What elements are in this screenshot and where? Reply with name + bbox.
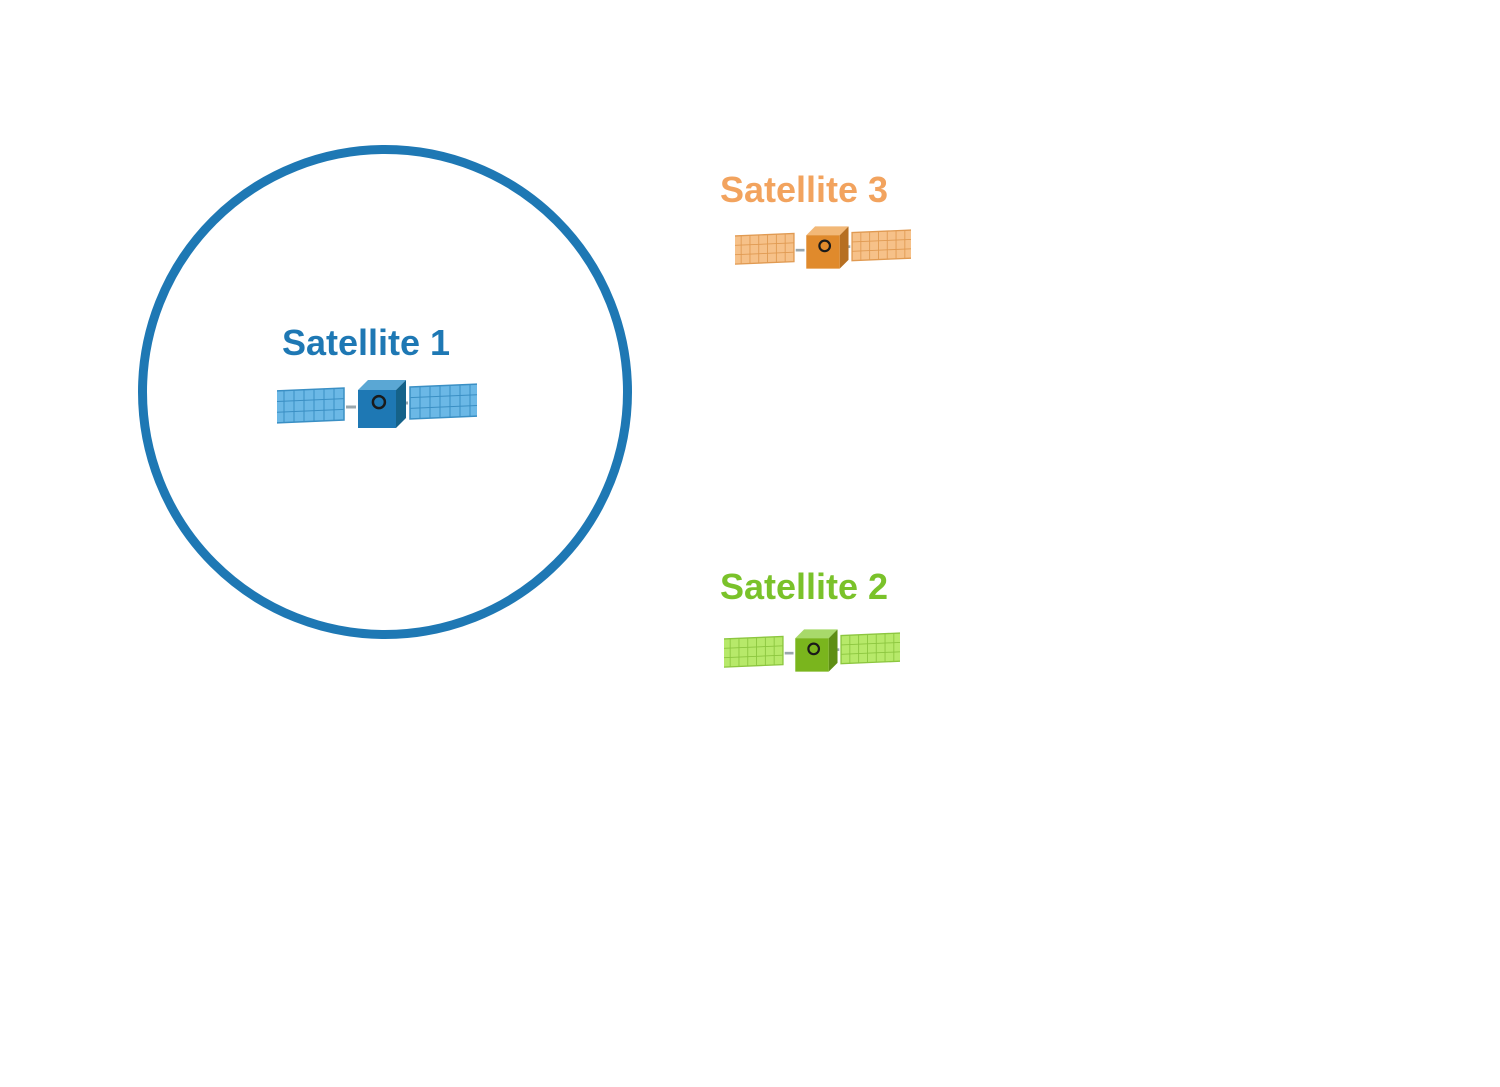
sat2-icon bbox=[724, 625, 900, 683]
sat1-label: Satellite 1 bbox=[282, 322, 450, 364]
sat3-label: Satellite 3 bbox=[720, 169, 888, 211]
diagram-canvas: Satellite 1 Satellite 2 Satellite 3 bbox=[0, 0, 1500, 1087]
sat3-icon bbox=[735, 222, 911, 280]
sat1-icon bbox=[277, 375, 477, 440]
sat2-label: Satellite 2 bbox=[720, 566, 888, 608]
